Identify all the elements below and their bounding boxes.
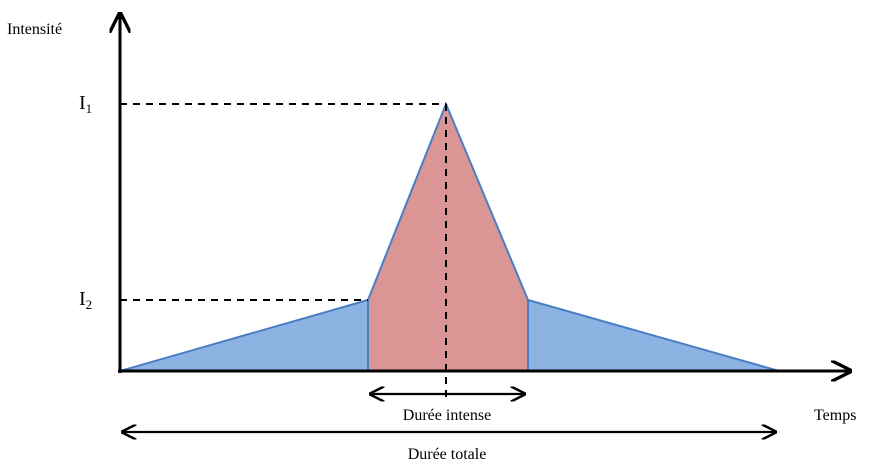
right-low-intensity-area [527, 298, 780, 372]
i2-letter: I [79, 288, 86, 310]
i1-letter: I [79, 92, 86, 114]
i1-subscript: 1 [86, 101, 93, 116]
i1-label: I1 [79, 92, 92, 116]
i2-subscript: 2 [86, 297, 93, 312]
intense-peak-area [367, 101, 529, 372]
y-axis-label: Intensité [7, 21, 62, 38]
x-axis-label: Temps [814, 407, 856, 424]
i2-label: I2 [79, 288, 92, 312]
intense-duration-label: Durée intense [403, 407, 491, 424]
total-duration-label: Durée totale [408, 446, 487, 463]
left-low-intensity-area [119, 298, 369, 372]
